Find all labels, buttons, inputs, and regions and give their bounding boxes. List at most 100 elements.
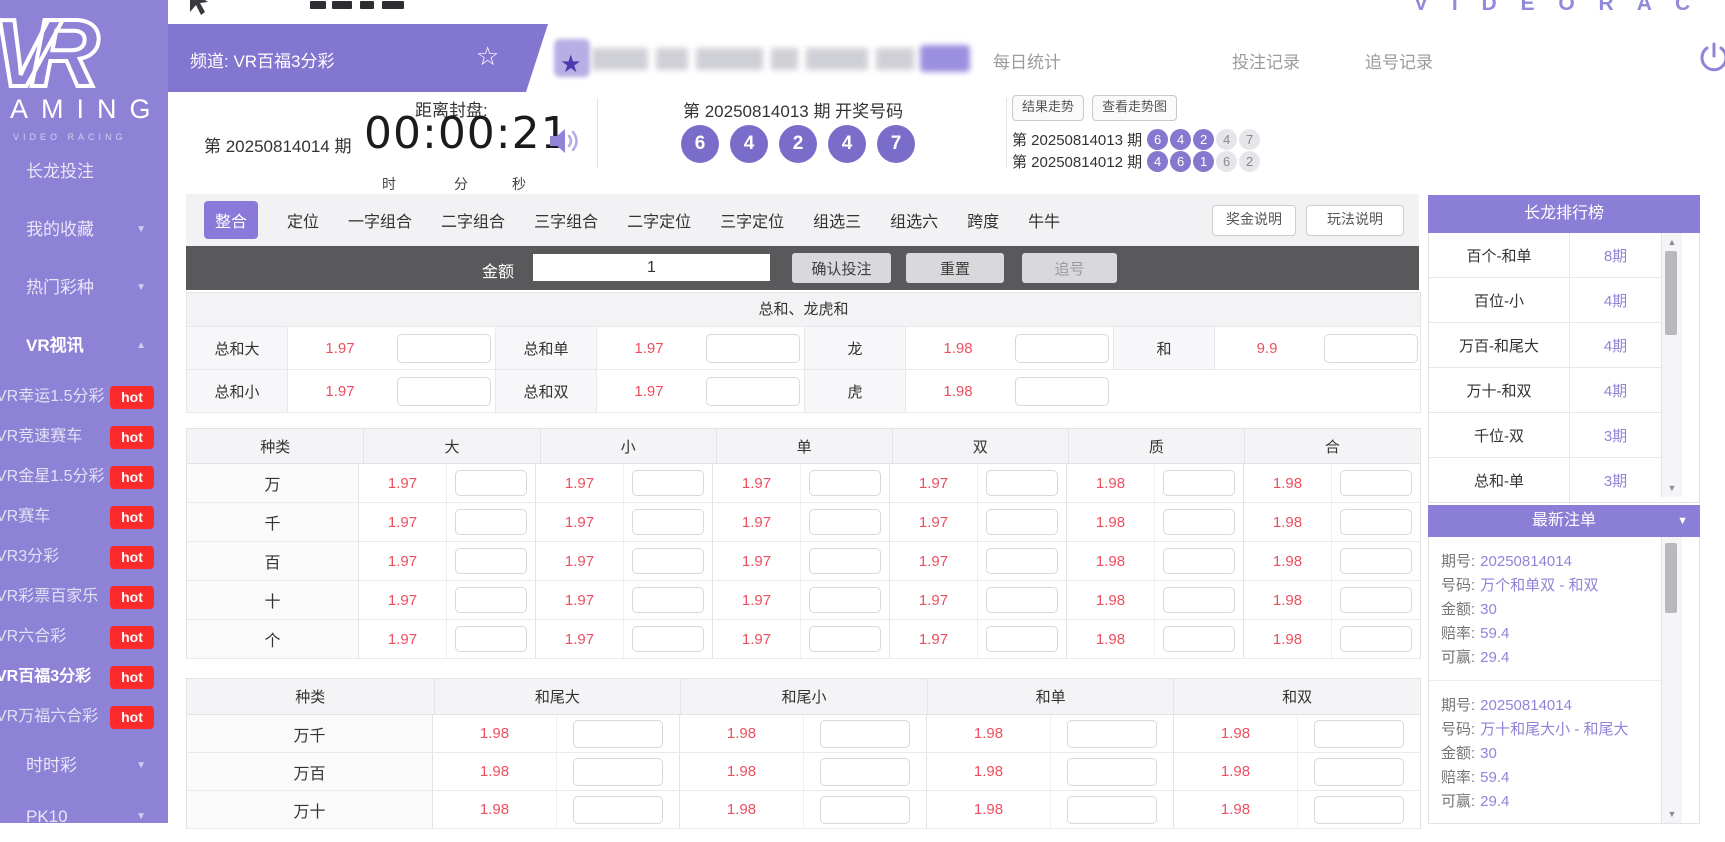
amount-input[interactable]	[533, 254, 770, 281]
tab-一字组合[interactable]: 一字组合	[348, 214, 413, 231]
sidebar-item-VR视讯[interactable]: VR视讯 ▲	[0, 317, 168, 375]
ranking-row[interactable]: 百位-小 4期	[1429, 278, 1661, 323]
bet-amount-input[interactable]	[573, 719, 663, 748]
bet-amount-input[interactable]	[573, 757, 663, 786]
bet-amount-input[interactable]	[809, 470, 881, 496]
ranking-row[interactable]: 千位-双 3期	[1429, 413, 1661, 458]
sidebar-game-VR金星1.5分彩[interactable]: VR金星1.5分彩 hot	[0, 457, 168, 497]
sidebar-game-VR百福3分彩[interactable]: VR百福3分彩 hot	[0, 657, 168, 697]
sidebar-item-长龙投注[interactable]: 长龙投注	[0, 143, 168, 201]
bet-amount-input[interactable]	[705, 333, 800, 363]
tab-二字组合[interactable]: 二字组合	[441, 214, 506, 231]
bet-amount-input[interactable]	[455, 470, 527, 496]
sidebar-game-VR万福六合彩[interactable]: VR万福六合彩 hot	[0, 697, 168, 737]
scrollbar-thumb[interactable]	[1665, 251, 1677, 335]
bet-amount-input[interactable]	[632, 509, 704, 535]
tab-二字定位[interactable]: 二字定位	[627, 214, 692, 231]
sidebar-item-时时彩[interactable]: 时时彩 ▼	[0, 740, 168, 791]
bet-amount-input[interactable]	[1067, 757, 1157, 786]
tab-三字定位[interactable]: 三字定位	[720, 214, 785, 231]
bet-amount-input[interactable]	[809, 509, 881, 535]
tab-组选三[interactable]: 组选三	[813, 214, 862, 231]
power-icon[interactable]	[1696, 40, 1725, 76]
ranking-row[interactable]: 万百-和尾大 4期	[1429, 323, 1661, 368]
sidebar-game-VR彩票百家乐[interactable]: VR彩票百家乐 hot	[0, 577, 168, 617]
sidebar-item-PK10[interactable]: PK10 ▼	[0, 791, 168, 842]
back-arrow-icon[interactable]	[182, 0, 210, 18]
bet-amount-input[interactable]	[1163, 626, 1235, 652]
bet-amount-input[interactable]	[632, 470, 704, 496]
sidebar-game-VR六合彩[interactable]: VR六合彩 hot	[0, 617, 168, 657]
ranking-row[interactable]: 百个-和单 8期	[1429, 233, 1661, 278]
sidebar-game-VR赛车[interactable]: VR赛车 hot	[0, 497, 168, 537]
bet-amount-input[interactable]	[1340, 587, 1412, 613]
bet-amount-input[interactable]	[1067, 719, 1157, 748]
bet-amount-input[interactable]	[1314, 795, 1404, 824]
sidebar-item-热门彩种[interactable]: 热门彩种 ▼	[0, 259, 168, 317]
scrollbar-thumb[interactable]	[1665, 543, 1677, 613]
prize-help-button[interactable]: 奖金说明	[1212, 205, 1296, 236]
bet-action-确认投注[interactable]: 确认投注	[792, 253, 891, 283]
bet-amount-input[interactable]	[809, 626, 881, 652]
bet-amount-input[interactable]	[1340, 509, 1412, 535]
scroll-down-icon[interactable]: ▼	[1667, 809, 1677, 819]
bet-amount-input[interactable]	[1014, 376, 1109, 406]
bet-amount-input[interactable]	[1314, 757, 1404, 786]
bet-amount-input[interactable]	[396, 333, 491, 363]
collapse-caret-icon[interactable]: ▼	[1677, 515, 1688, 527]
ranking-row[interactable]: 总和-单 3期	[1429, 458, 1661, 502]
sidebar-item-我的收藏[interactable]: 我的收藏 ▼	[0, 201, 168, 259]
tab-组选六[interactable]: 组选六	[890, 214, 939, 231]
bet-amount-input[interactable]	[455, 626, 527, 652]
bet-amount-input[interactable]	[986, 470, 1058, 496]
bet-amount-input[interactable]	[820, 795, 910, 824]
bet-amount-input[interactable]	[1340, 626, 1412, 652]
bet-amount-input[interactable]	[705, 376, 800, 406]
bet-amount-input[interactable]	[396, 376, 491, 406]
bet-amount-input[interactable]	[455, 509, 527, 535]
bets-scrollbar[interactable]: ▼	[1661, 537, 1682, 823]
scroll-up-icon[interactable]: ▲	[1667, 237, 1677, 247]
bet-amount-input[interactable]	[1314, 719, 1404, 748]
bet-amount-input[interactable]	[820, 719, 910, 748]
bet-amount-input[interactable]	[986, 587, 1058, 613]
bet-amount-input[interactable]	[455, 587, 527, 613]
nav-link-追号记录[interactable]: 追号记录	[1365, 53, 1433, 72]
nav-link-投注记录[interactable]: 投注记录	[1232, 53, 1300, 72]
bet-action-追号[interactable]: 追号	[1022, 253, 1117, 283]
nav-link-每日统计[interactable]: 每日统计	[993, 53, 1061, 72]
sidebar-game-VR3分彩[interactable]: VR3分彩 hot	[0, 537, 168, 577]
tab-跨度[interactable]: 跨度	[967, 214, 1000, 231]
bet-amount-input[interactable]	[1163, 509, 1235, 535]
bet-amount-input[interactable]	[809, 548, 881, 574]
bet-amount-input[interactable]	[455, 548, 527, 574]
tab-牛牛[interactable]: 牛牛	[1028, 214, 1061, 231]
bet-amount-input[interactable]	[573, 795, 663, 824]
tab-三字组合[interactable]: 三字组合	[534, 214, 599, 231]
rules-help-button[interactable]: 玩法说明	[1306, 205, 1404, 236]
trend-button-结果走势[interactable]: 结果走势	[1012, 95, 1085, 121]
tab-整合[interactable]: 整合	[204, 201, 259, 239]
trend-button-查看走势图[interactable]: 查看走势图	[1092, 95, 1178, 121]
bet-amount-input[interactable]	[820, 757, 910, 786]
bet-amount-input[interactable]	[1323, 333, 1418, 363]
favorite-star-icon[interactable]: ☆	[476, 41, 500, 71]
tab-定位[interactable]: 定位	[287, 214, 320, 231]
sidebar-game-VR幸运1.5分彩[interactable]: VR幸运1.5分彩 hot	[0, 377, 168, 417]
bet-amount-input[interactable]	[1340, 470, 1412, 496]
bet-amount-input[interactable]	[1067, 795, 1157, 824]
bet-amount-input[interactable]	[1163, 548, 1235, 574]
bet-action-重置[interactable]: 重置	[906, 253, 1004, 283]
ranking-scrollbar[interactable]: ▲ ▼	[1661, 233, 1682, 497]
bet-amount-input[interactable]	[986, 548, 1058, 574]
bet-amount-input[interactable]	[632, 587, 704, 613]
bet-amount-input[interactable]	[1163, 587, 1235, 613]
bet-amount-input[interactable]	[986, 626, 1058, 652]
sidebar-game-VR竞速赛车[interactable]: VR竞速赛车 hot	[0, 417, 168, 457]
bet-amount-input[interactable]	[632, 548, 704, 574]
bet-amount-input[interactable]	[809, 587, 881, 613]
scroll-down-icon[interactable]: ▼	[1667, 483, 1677, 493]
ranking-row[interactable]: 万十-和双 4期	[1429, 368, 1661, 413]
speaker-icon[interactable]	[548, 126, 584, 156]
bet-amount-input[interactable]	[1163, 470, 1235, 496]
